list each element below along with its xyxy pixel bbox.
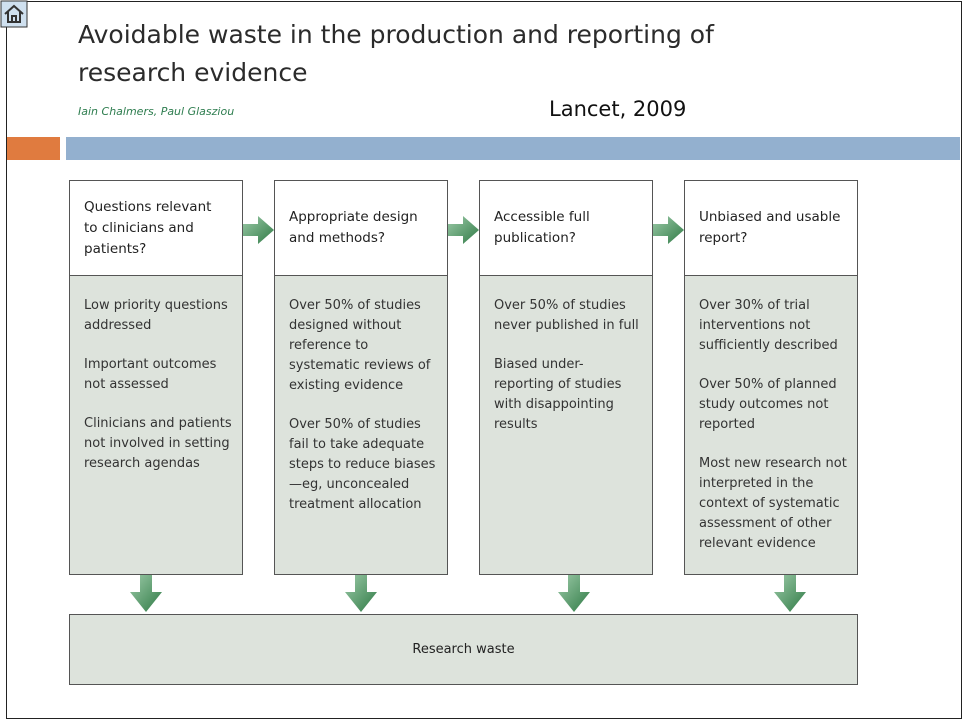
stage-heading: Unbiased and usable report? (684, 180, 858, 276)
issue: Over 30% of trial interventions not suff… (699, 298, 838, 353)
stage-issues: Over 50% of studies designed without ref… (274, 276, 448, 575)
issue: Over 50% of studies designed without ref… (289, 298, 431, 393)
stage-heading: Accessible full publication? (479, 180, 653, 276)
issue: Over 50% of studies never published in f… (494, 298, 639, 333)
stage-heading: Questions relevant to clinicians and pat… (69, 180, 243, 276)
research-waste: Research waste (69, 614, 858, 685)
stage-column: Unbiased and usable report? Over 30% of t… (684, 180, 858, 575)
citation: Lancet, 2009 (549, 97, 687, 121)
stage-issues: Over 30% of trial interventions not suff… (684, 276, 858, 575)
accent-bar (7, 137, 60, 160)
home-button[interactable] (0, 0, 28, 28)
stage-column: Questions relevant to clinicians and pat… (69, 180, 243, 575)
stage-column: Accessible full publication? Over 50% of … (479, 180, 653, 575)
stage-heading: Appropriate design and methods? (274, 180, 448, 276)
issue: Over 50% of studies fail to take adequat… (289, 417, 436, 512)
slide-frame (6, 1, 962, 719)
authors: Iain Chalmers, Paul Glasziou (78, 105, 235, 118)
accent-bar (66, 137, 960, 160)
issue: Most new research not interpreted in the… (699, 456, 847, 551)
stage-issues: Over 50% of studies never published in f… (479, 276, 653, 575)
issue: Low priority questions addressed (84, 298, 228, 333)
issue: Clinicians and patients not involved in … (84, 416, 232, 471)
title: Avoidable waste in the production and re… (78, 20, 714, 87)
stage-column: Appropriate design and methods? Over 50% … (274, 180, 448, 575)
stage-issues: Low priority questions addressed Importan… (69, 276, 243, 575)
issue: Over 50% of planned study outcomes not r… (699, 377, 837, 432)
issue: Important outcomes not assessed (84, 357, 217, 392)
issue: Biased under-reporting of studies with d… (494, 357, 622, 432)
